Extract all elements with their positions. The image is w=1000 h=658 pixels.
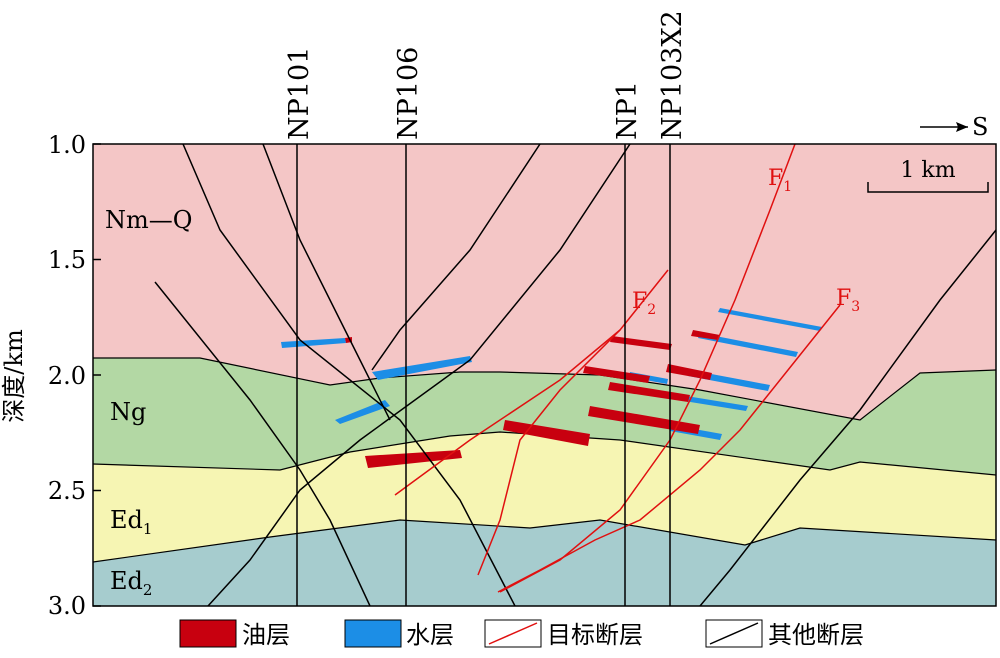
y-tick-label: 3.0 [48,592,86,620]
layer-boundaries [93,357,996,563]
scale-bar: 1 km [867,158,989,193]
well-label-np103x2: NP103X2 [657,10,688,140]
fault-other [207,144,631,606]
fault-other [699,229,996,606]
fault-label-f1: F1 [768,166,792,195]
legend: 油层 水层 目标断层 其他断层 [179,619,864,649]
oil-layer [588,406,700,434]
direction-label: S [972,113,988,141]
fault-other [154,281,371,606]
well-labels: NP101 NP106 NP1 NP103X2 [284,10,688,140]
y-tick-label: 1.5 [48,246,86,274]
well-label-np101: NP101 [284,47,315,140]
target-fault-labels: F1 F2 F3 [632,166,860,318]
layer-ng [93,358,996,475]
scale-bar-label: 1 km [900,158,955,183]
water-layer [678,395,748,411]
layer-ed2 [93,520,996,606]
oil-layer [503,420,590,446]
well-label-np106: NP106 [393,47,424,140]
y-tick-label: 2.5 [48,477,86,505]
layer-label-ed2: Ed2 [110,567,152,599]
y-tick-label: 2.0 [48,362,86,390]
oil-layer [365,450,462,468]
fault-other [371,144,541,371]
y-axis-ticks [93,143,101,607]
other-faults [154,144,996,606]
oil-layer [583,366,650,383]
boundary-nm-ng [93,357,996,421]
legend-line-other-fault [709,622,759,645]
legend-line-target-fault [488,622,538,645]
layer-label-nm-q: Nm—Q [105,206,192,234]
fault-other [182,144,516,606]
oil-layer [691,330,720,340]
scale-bar-line [867,182,989,193]
water-layer [718,308,822,331]
layers-group [93,144,996,606]
y-axis-tick-labels: 1.0 1.5 2.0 2.5 3.0 [48,131,86,620]
legend-label-water: 水层 [406,621,454,649]
fault-label-f3: F3 [836,286,860,315]
boundary-ng-ed1 [93,431,996,476]
layer-label-ng: Ng [110,398,146,426]
legend-label-oil: 油层 [242,621,290,649]
oil-layer [666,364,712,380]
layer-ed1 [93,432,996,562]
legend-label-target-fault: 目标断层 [547,621,643,649]
direction-arrow-head [956,122,968,132]
fault-label-f2: F2 [632,289,656,318]
legend-swatch-oil [179,619,237,648]
wells [296,144,671,606]
boundary-ed1-ed2 [93,519,996,563]
water-layer [698,333,798,357]
layer-label-ed1: Ed1 [110,506,152,538]
direction-indicator: S [920,113,988,141]
well-label-np1: NP1 [612,81,643,140]
water-layer [372,356,472,380]
fault-target-f1 [499,143,796,593]
fault-other [262,144,391,421]
fault-target-f2 [477,269,669,576]
legend-label-other-fault: 其他断层 [768,621,864,649]
water-layer [335,400,390,424]
legend-swatch-water [344,619,402,648]
y-axis-label: 深度/km [0,329,28,423]
y-tick-label: 1.0 [48,131,86,159]
layer-labels: Nm—Q Ng Ed1 Ed2 [105,206,192,599]
fault-target-f2-branch [394,329,621,496]
